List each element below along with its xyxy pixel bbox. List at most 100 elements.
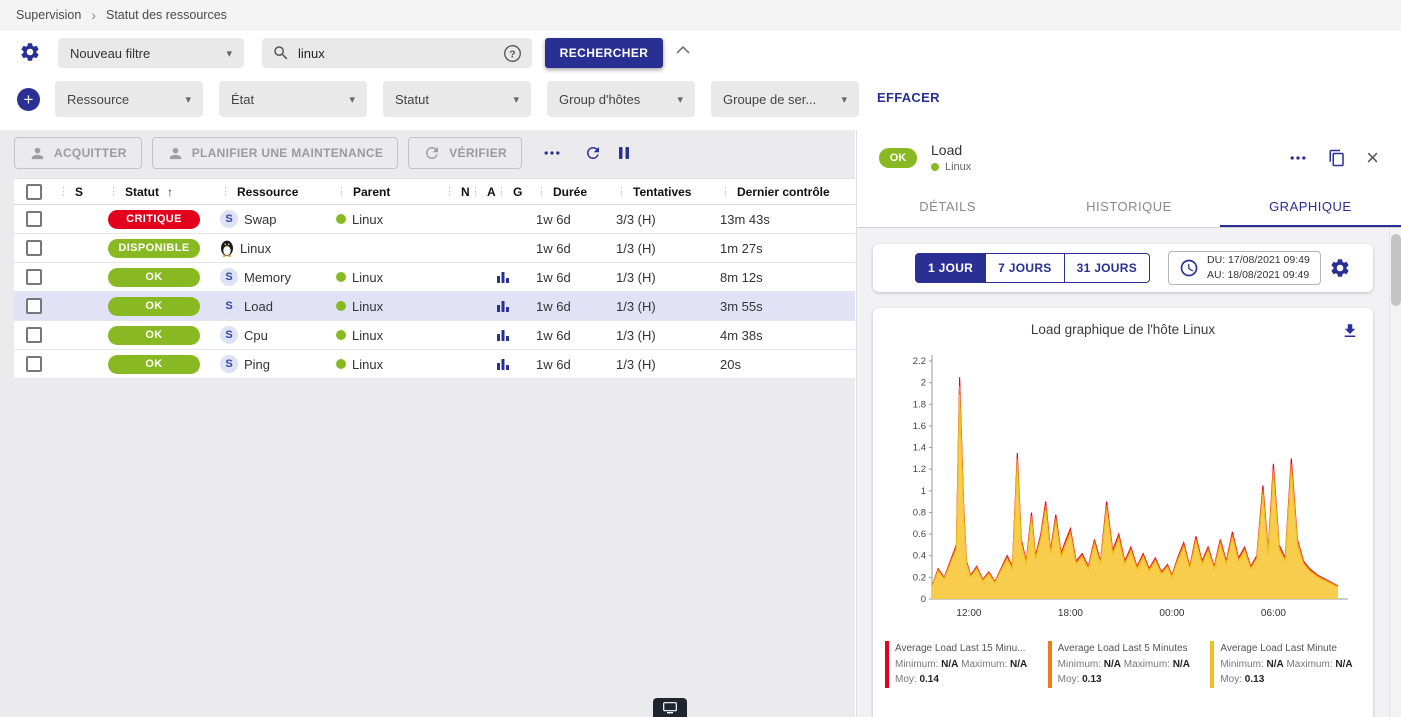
status-badge: DISPONIBLE — [108, 238, 200, 258]
column-header-ressource[interactable]: ⋮ Ressource — [220, 185, 336, 199]
maintenance-label: PLANIFIER UNE MAINTENANCE — [191, 146, 384, 160]
breadcrumb-item-supervision[interactable]: Supervision — [16, 7, 82, 22]
resource-cell[interactable]: S Swap — [220, 210, 336, 228]
row-checkbox[interactable] — [26, 327, 42, 343]
clear-filters-button[interactable]: EFFACER — [877, 90, 940, 105]
last-check-cell: 1m 27s — [720, 240, 763, 256]
svg-text:0: 0 — [921, 594, 926, 605]
graph-title: Load graphique de l'hôte Linux — [1030, 322, 1216, 337]
filter-criteria-group-d-hotes[interactable]: Group d'hôtes ▾ — [547, 81, 695, 117]
column-header-s[interactable]: ⋮ S — [58, 185, 108, 199]
column-header-tentatives[interactable]: ⋮ Tentatives — [616, 185, 720, 199]
breadcrumb-item-statut-des-ressources[interactable]: Statut des ressources — [106, 7, 227, 22]
table-row[interactable]: OK S Load Linux 1w 6d 1/3 (H) 3m 55s — [14, 292, 855, 321]
graph-cell[interactable] — [496, 328, 536, 342]
panel-more-icon[interactable] — [1288, 148, 1308, 168]
monitor-icon — [663, 701, 677, 713]
filter-criteria-groupe-de-ser[interactable]: Groupe de ser... ▾ — [711, 81, 859, 117]
row-checkbox[interactable] — [26, 269, 42, 285]
row-checkbox[interactable] — [26, 356, 42, 372]
resource-cell[interactable]: S Memory — [220, 268, 336, 286]
row-checkbox[interactable] — [26, 211, 42, 227]
parent-cell[interactable]: Linux — [336, 328, 444, 343]
more-actions-icon[interactable] — [542, 143, 562, 163]
legend-series-name: Average Load Last 15 Minu... — [895, 643, 1026, 654]
chevron-down-icon: ▾ — [185, 93, 191, 106]
resource-cell[interactable]: S Load — [220, 297, 336, 315]
graph-cell[interactable] — [496, 270, 536, 284]
acknowledge-button[interactable]: ACQUITTER — [14, 137, 142, 169]
panel-title: Load — [931, 142, 963, 158]
feedback-widget-button[interactable] — [653, 698, 687, 717]
service-icon: S — [220, 355, 238, 373]
row-checkbox[interactable] — [26, 298, 42, 314]
range-7-jours[interactable]: 7 JOURS — [985, 253, 1065, 283]
tries-cell: 1/3 (H) — [616, 240, 656, 256]
filter-preset-select[interactable]: Nouveau filtre ▾ — [58, 38, 244, 68]
column-header-n[interactable]: ⋮ N — [444, 185, 470, 199]
table-row[interactable]: OK S Cpu Linux 1w 6d 1/3 (H) 4m 38s — [14, 321, 855, 350]
pause-icon[interactable] — [616, 145, 632, 161]
graph-cell[interactable] — [496, 299, 536, 313]
parent-cell[interactable]: Linux — [336, 299, 444, 314]
svg-text:18:00: 18:00 — [1058, 608, 1083, 619]
host-status-dot — [336, 301, 346, 311]
tab-graphique[interactable]: GRAPHIQUE — [1219, 185, 1401, 227]
filter-criteria-statut[interactable]: Statut ▾ — [383, 81, 531, 117]
range-31-jours[interactable]: 31 JOURS — [1063, 253, 1151, 283]
column-header-statut[interactable]: ⋮ Statut ↑ — [108, 185, 220, 199]
resource-cell[interactable]: Linux — [220, 240, 336, 257]
schedule-maintenance-button[interactable]: PLANIFIER UNE MAINTENANCE — [151, 137, 399, 169]
column-header-parent[interactable]: ⋮ Parent — [336, 185, 444, 199]
parent-cell[interactable]: Linux — [336, 357, 444, 372]
check-refresh-icon — [423, 144, 441, 162]
close-panel-icon[interactable]: × — [1366, 144, 1379, 170]
criteria-label: Groupe de ser... — [723, 91, 817, 107]
table-row[interactable]: OK S Memory Linux 1w 6d 1/3 (H) 8m 12s — [14, 263, 855, 292]
parent-cell[interactable]: Linux — [336, 212, 444, 227]
graph-cell[interactable] — [496, 357, 536, 371]
filter-criteria-ressource[interactable]: Ressource ▾ — [55, 81, 203, 117]
column-label: Parent — [353, 184, 391, 199]
select-all-checkbox[interactable] — [26, 183, 42, 200]
row-checkbox[interactable] — [26, 240, 42, 256]
svg-text:1.6: 1.6 — [913, 421, 926, 432]
graph-settings-gear-icon[interactable] — [1329, 257, 1351, 279]
copy-link-icon[interactable] — [1328, 149, 1346, 167]
status-badge: OK — [108, 354, 200, 374]
column-header-dernier-controle[interactable]: ⋮ Dernier contrôle — [720, 185, 855, 199]
table-row[interactable]: DISPONIBLE Linux 1w 6d 1/3 (H) 1m 27s — [14, 234, 855, 263]
panel-scrollbar[interactable] — [1389, 228, 1401, 717]
host-status-dot — [336, 272, 346, 282]
table-row[interactable]: CRITIQUE S Swap Linux 1w 6d 3/3 (H) 13m 43s — [14, 205, 855, 234]
check-button[interactable]: VÉRIFIER — [408, 137, 522, 169]
filter-criteria-etat[interactable]: État ▾ — [219, 81, 367, 117]
status-badge: OK — [108, 296, 200, 316]
tab-details[interactable]: DÉTAILS — [919, 198, 977, 214]
table-row[interactable]: OK S Ping Linux 1w 6d 1/3 (H) 20s — [14, 350, 855, 379]
column-header-duree[interactable]: ⋮ Durée — [536, 185, 616, 199]
column-header-g[interactable]: ⋮ G — [496, 185, 536, 199]
search-help-icon[interactable]: ? — [503, 44, 522, 63]
criteria-label: Ressource — [67, 91, 130, 107]
last-check-cell: 13m 43s — [720, 211, 770, 227]
parent-cell[interactable]: Linux — [336, 270, 444, 285]
filter-settings-gear-icon[interactable] — [16, 38, 44, 66]
resource-cell[interactable]: S Cpu — [220, 326, 336, 344]
collapse-filters-chevron-icon[interactable] — [676, 46, 690, 54]
add-criteria-button[interactable]: + — [17, 88, 40, 111]
column-header-a[interactable]: ⋮ A — [470, 185, 496, 199]
resource-cell[interactable]: S Ping — [220, 355, 336, 373]
tab-historique[interactable]: HISTORIQUE — [1086, 198, 1172, 214]
duration-cell: 1w 6d — [536, 240, 571, 256]
filter-bar: Nouveau filtre ▾ ? RECHERCHER + Ressourc… — [0, 30, 1401, 130]
scrollbar-thumb[interactable] — [1391, 234, 1401, 306]
download-icon[interactable] — [1341, 322, 1359, 340]
date-range-picker[interactable]: DU: 17/08/2021 09:49 AU: 18/08/2021 09:4… — [1168, 251, 1321, 285]
range-1-jour[interactable]: 1 JOUR — [915, 253, 987, 283]
graph-icon — [496, 357, 510, 371]
search-button[interactable]: RECHERCHER — [545, 38, 663, 68]
refresh-icon[interactable] — [584, 144, 602, 162]
drag-handle-icon: ⋮ — [616, 186, 627, 198]
search-input[interactable] — [298, 45, 495, 61]
